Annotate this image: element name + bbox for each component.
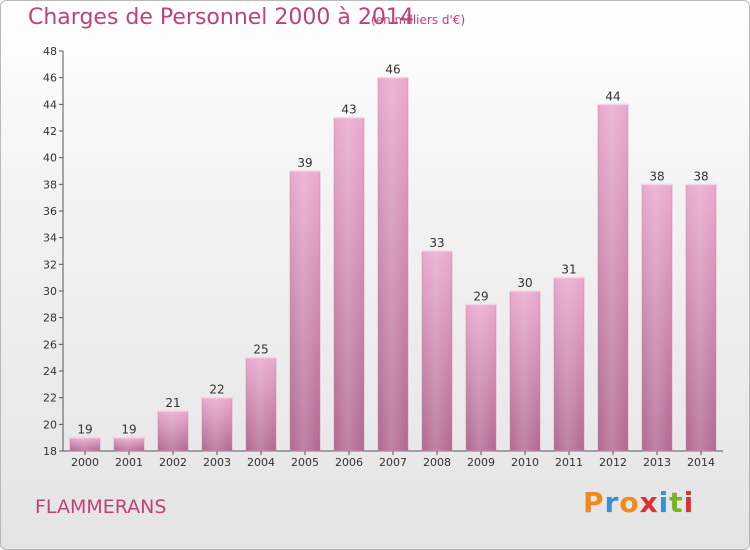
y-tick-label: 44: [43, 98, 57, 111]
bars: [69, 76, 717, 452]
y-tick-label: 32: [43, 258, 57, 271]
bar-shine: [158, 411, 188, 451]
data-label: 19: [121, 423, 136, 437]
x-tick-label: 2009: [467, 456, 495, 469]
data-label: 30: [517, 276, 532, 290]
x-tick-label: 2006: [335, 456, 363, 469]
data-label: 39: [297, 156, 312, 170]
bar-shine: [334, 117, 364, 452]
y-tick-label: 24: [43, 365, 57, 378]
bar-shine: [510, 291, 540, 451]
x-tick-label: 2005: [291, 456, 319, 469]
logo-letter: P: [583, 486, 605, 519]
y-tick-label: 26: [43, 338, 57, 351]
x-tick-label: 2010: [511, 456, 539, 469]
data-label: 22: [209, 383, 224, 397]
x-tick-label: 2012: [599, 456, 627, 469]
data-label: 44: [605, 89, 620, 103]
bar-shine: [290, 171, 320, 451]
data-labels: 19 19 21 22 25 39 43 46 33 29 30 31 44 38 38: [77, 63, 708, 437]
y-tick-label: 18: [43, 445, 57, 458]
x-tick-label: 2008: [423, 456, 451, 469]
x-tick-label: 2014: [687, 456, 715, 469]
bar-shine: [202, 397, 232, 451]
y-tick-label: 36: [43, 205, 57, 218]
bar-shine: [378, 77, 408, 452]
bar-shine: [686, 184, 716, 452]
chart-title: Charges de Personnel 2000 à 2014: [28, 5, 414, 30]
x-tick-label: 2004: [247, 456, 275, 469]
logo-letter: t: [669, 486, 684, 519]
y-tick-label: 30: [43, 285, 57, 298]
bar-chart: 18 20 22 24 26 28 30 32 34 36 38 40 42 44 46 48 2000 2001…: [43, 45, 723, 469]
logo-letter: x: [639, 486, 659, 519]
x-tick-label: 2002: [159, 456, 187, 469]
proxiti-logo[interactable]: Proxiti: [583, 486, 694, 519]
x-tick-label: 2003: [203, 456, 231, 469]
data-label: 29: [473, 289, 488, 303]
data-label: 46: [385, 63, 400, 77]
data-label: 43: [341, 103, 356, 117]
data-label: 38: [693, 169, 708, 183]
x-tick-label: 2000: [71, 456, 99, 469]
data-label: 38: [649, 169, 664, 183]
y-tick-label: 48: [43, 45, 57, 58]
x-tick-label: 2013: [643, 456, 671, 469]
bar-shine: [246, 357, 276, 451]
axes: 18 20 22 24 26 28 30 32 34 36 38 40 42 44 46 48 2000 2001…: [43, 45, 723, 469]
y-tick-label: 38: [43, 178, 57, 191]
data-label: 31: [561, 263, 576, 277]
x-tick-label: 2011: [555, 456, 583, 469]
y-tick-label: 46: [43, 72, 57, 85]
chart-subtitle: (en milliers d'€): [371, 13, 466, 27]
data-label: 25: [253, 343, 268, 357]
bar-shine: [642, 184, 672, 452]
bar-shine: [466, 304, 496, 451]
logo-letter: r: [604, 486, 620, 519]
y-tick-label: 22: [43, 392, 57, 405]
data-label: 19: [77, 423, 92, 437]
bar-shine: [422, 251, 452, 451]
x-tick-label: 2007: [379, 456, 407, 469]
x-tick-label: 2001: [115, 456, 143, 469]
bar-shine: [598, 104, 628, 451]
bar-shine: [70, 437, 100, 451]
y-tick-label: 20: [43, 418, 57, 431]
y-tick-label: 28: [43, 312, 57, 325]
data-label: 21: [165, 396, 180, 410]
logo-letter: i: [683, 486, 695, 519]
bar-shine: [554, 277, 584, 451]
y-tick-label: 42: [43, 125, 57, 138]
bar-shine: [114, 437, 144, 451]
data-label: 33: [429, 236, 444, 250]
y-tick-label: 40: [43, 152, 57, 165]
logo-letter: i: [658, 486, 670, 519]
y-tick-label: 34: [43, 232, 57, 245]
location-name: FLAMMERANS: [35, 496, 167, 518]
logo-letter: o: [619, 486, 640, 519]
